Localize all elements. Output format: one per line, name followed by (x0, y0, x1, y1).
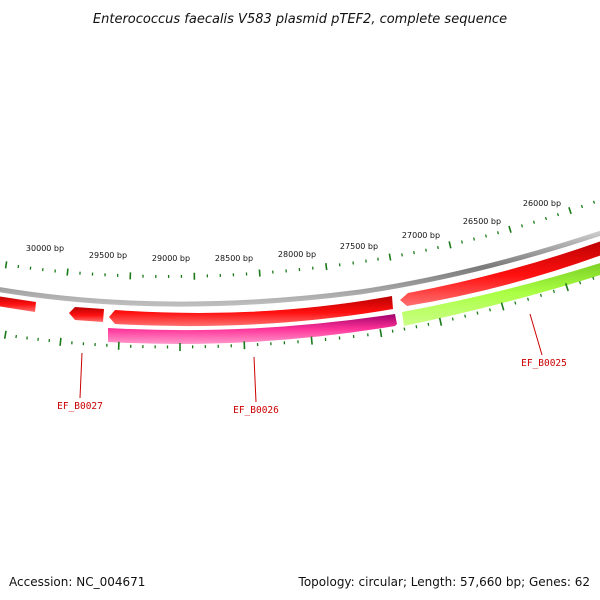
gene-label-ef-b0026[interactable]: EF_B0026 (233, 405, 279, 416)
minor-tick (391, 329, 394, 333)
gene-arc-long-red (109, 296, 393, 327)
minor-tick (556, 212, 560, 217)
ruler-label: 29500 bp (89, 251, 127, 260)
major-tick (564, 283, 569, 292)
minor-tick (592, 200, 596, 204)
major-tick (388, 253, 392, 261)
gene-label-ef-b0027[interactable]: EF_B0027 (57, 401, 103, 412)
minor-tick (520, 224, 524, 228)
minor-tick (403, 327, 406, 331)
plasmid-backbone (0, 230, 600, 307)
outer-tick-ring (4, 200, 596, 280)
minor-tick (401, 253, 403, 257)
minor-tick (578, 281, 582, 285)
minor-tick (460, 240, 464, 244)
major-tick (310, 336, 313, 345)
ruler-label: 26500 bp (463, 217, 501, 226)
minor-tick (488, 308, 492, 312)
major-tick (4, 261, 8, 269)
major-tick (379, 328, 383, 338)
minor-tick (496, 231, 500, 235)
major-tick (258, 269, 261, 277)
ruler-label: 27500 bp (340, 242, 378, 251)
minor-tick (425, 248, 427, 252)
minor-tick (472, 237, 476, 241)
minor-tick (532, 220, 536, 224)
ruler-label: 30000 bp (26, 244, 64, 253)
accession-text: Accession: NC_004671 (9, 575, 145, 589)
label-leader-ef-b0026 (253, 356, 257, 403)
gene-arc-left (0, 296, 36, 312)
gene-label-ef-b0025[interactable]: EF_B0025 (521, 358, 567, 369)
minor-tick (539, 293, 543, 297)
label-leader-ef-b0025 (529, 313, 543, 356)
major-tick (568, 207, 572, 215)
minor-tick (484, 234, 488, 238)
major-tick (448, 241, 452, 249)
major-tick (508, 225, 512, 233)
gene-arc-ef-b0025 (402, 263, 600, 326)
gene-arc-ef-b0026 (108, 314, 397, 344)
minor-tick (415, 325, 418, 329)
ruler-label: 28500 bp (215, 254, 253, 263)
gene-arc-ef-b0027-fwd (69, 307, 104, 322)
major-tick (325, 262, 328, 271)
label-leader-ef-b0027 (79, 352, 83, 399)
map-title: Enterococcus faecalis V583 plasmid pTEF2… (93, 12, 507, 27)
major-tick (438, 317, 443, 326)
minor-tick (476, 311, 479, 315)
minor-tick (514, 301, 517, 305)
ruler-label: 28000 bp (278, 250, 316, 259)
ruler-label: 29000 bp (152, 254, 190, 263)
minor-tick (427, 322, 430, 326)
minor-tick (15, 334, 18, 339)
minor-tick (413, 250, 415, 255)
minor-tick (544, 216, 548, 221)
ruler-label: 26000 bp (523, 199, 561, 208)
minor-tick (592, 276, 595, 280)
minor-tick (580, 204, 584, 209)
major-tick (500, 302, 505, 311)
minor-tick (437, 245, 439, 250)
gene-arc-right-red (400, 241, 600, 306)
minor-tick (526, 297, 530, 301)
inner-tick-ring (3, 276, 595, 351)
minor-tick (552, 289, 556, 294)
major-tick (59, 337, 62, 346)
minor-tick (464, 314, 467, 318)
major-tick (3, 330, 7, 339)
ruler-label: 27000 bp (402, 231, 440, 240)
minor-tick (451, 317, 454, 321)
major-tick (66, 268, 69, 276)
ruler-labels: 30000 bp 29500 bp 29000 bp 28500 bp 2800… (26, 199, 561, 263)
topology-summary-text: Topology: circular; Length: 57,660 bp; G… (298, 575, 590, 589)
